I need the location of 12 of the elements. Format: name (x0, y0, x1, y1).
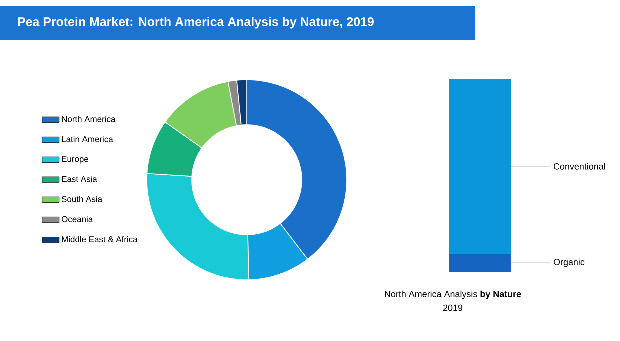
legend-label: South Asia (62, 196, 103, 202)
legend-label: Europe (62, 156, 88, 164)
legend-label: East Asia (62, 176, 98, 182)
text: North America Analysis by Nature (385, 290, 522, 300)
legend-label: Latin America (62, 136, 114, 142)
text: Organic (554, 258, 585, 268)
text: 2019 (443, 304, 463, 312)
legend-label: North America (62, 116, 116, 122)
text: Conventional (554, 163, 606, 170)
legend-label: Oceania (62, 216, 94, 222)
chart-title: Pea Protein Market: North America Analysis by Nature, 2019 (18, 17, 374, 29)
legend-label: Middle East & Africa (62, 236, 138, 242)
